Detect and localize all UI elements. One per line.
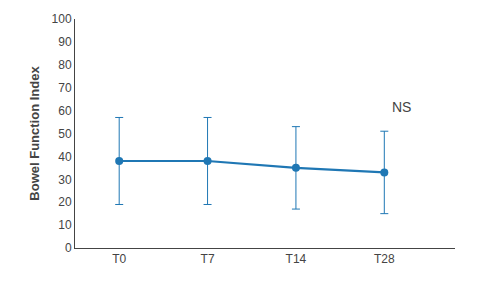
svg-text:90: 90 bbox=[58, 35, 72, 49]
svg-text:T28: T28 bbox=[374, 252, 395, 266]
svg-text:Bowel Function Index: Bowel Function Index bbox=[27, 66, 42, 201]
svg-text:T0: T0 bbox=[112, 252, 126, 266]
svg-text:60: 60 bbox=[58, 104, 72, 118]
svg-text:40: 40 bbox=[58, 150, 72, 164]
svg-text:10: 10 bbox=[58, 218, 72, 232]
svg-text:50: 50 bbox=[58, 127, 72, 141]
svg-text:T7: T7 bbox=[201, 252, 215, 266]
svg-text:0: 0 bbox=[65, 241, 72, 255]
svg-text:NS: NS bbox=[392, 99, 411, 115]
svg-text:30: 30 bbox=[58, 173, 72, 187]
svg-text:T14: T14 bbox=[286, 252, 307, 266]
svg-text:70: 70 bbox=[58, 81, 72, 95]
svg-text:100: 100 bbox=[52, 12, 72, 26]
svg-text:20: 20 bbox=[58, 195, 72, 209]
svg-text:80: 80 bbox=[58, 58, 72, 72]
